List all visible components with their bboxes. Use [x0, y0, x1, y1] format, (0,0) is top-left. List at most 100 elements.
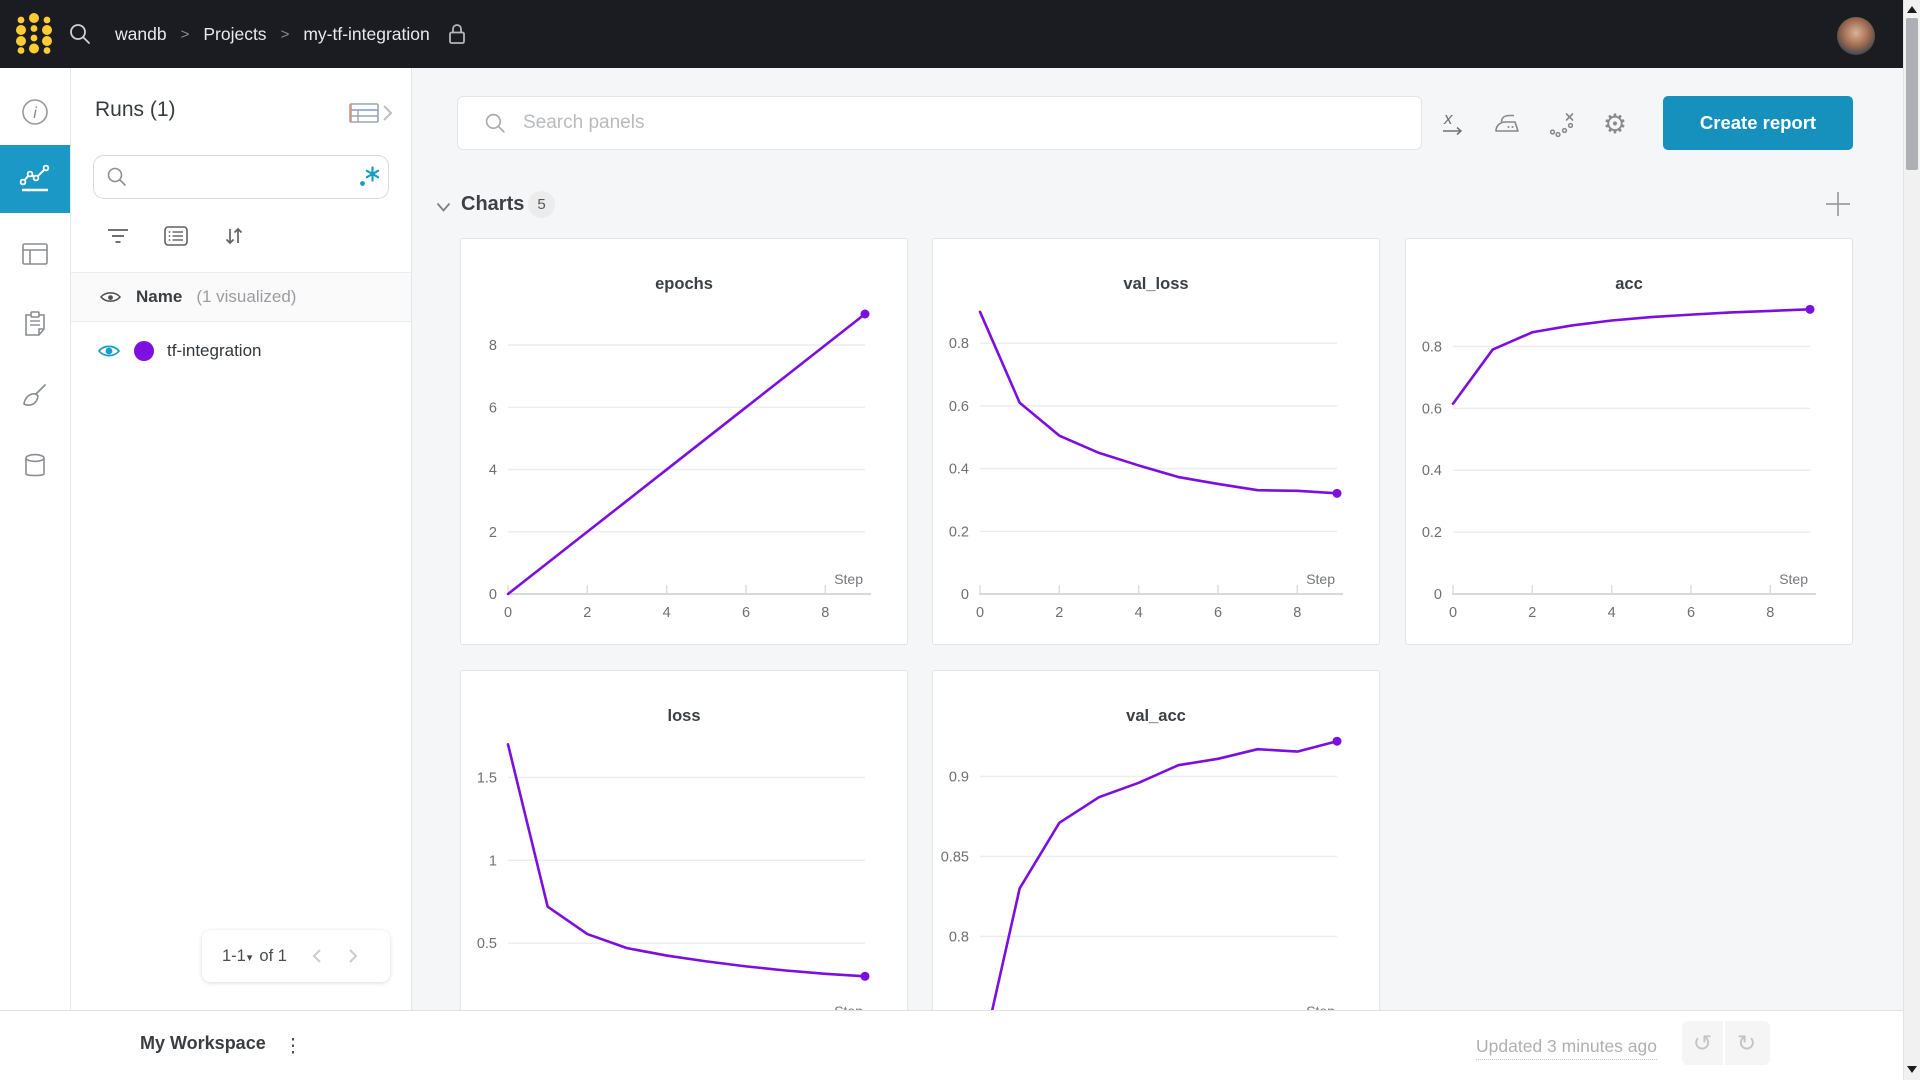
create-report-button[interactable]: Create report: [1663, 96, 1853, 150]
svg-text:1.5: 1.5: [477, 770, 497, 786]
chart-panel-acc[interactable]: 0 0.2 0.4 0.6 0.8 0 2 4 6 8 Step acc: [1405, 238, 1853, 645]
user-avatar[interactable]: [1837, 17, 1875, 55]
svg-text:Step: Step: [834, 1003, 863, 1010]
outliers-button[interactable]: [1546, 109, 1576, 139]
svg-text:0.6: 0.6: [1422, 401, 1442, 417]
scroll-down-arrow[interactable]: [1907, 1066, 1917, 1073]
settings-button[interactable]: ⚙: [1600, 109, 1630, 139]
svg-text:0: 0: [489, 587, 497, 603]
chart-title: epochs: [655, 275, 713, 293]
visualized-count: (1 visualized): [196, 287, 297, 306]
charts-count-badge: 5: [528, 191, 555, 218]
page-size-caret-icon[interactable]: ▾: [246, 952, 253, 964]
breadcrumb-entity[interactable]: wandb: [115, 23, 167, 44]
svg-text:6: 6: [1687, 605, 1695, 621]
svg-text:0.8: 0.8: [949, 336, 969, 352]
chart-title: val_loss: [1123, 275, 1189, 293]
svg-text:8: 8: [489, 338, 497, 354]
svg-text:0.8: 0.8: [1422, 339, 1442, 355]
run-name[interactable]: tf-integration: [167, 341, 262, 360]
iron-icon: [1495, 114, 1519, 132]
chart-panel-loss[interactable]: 0.511.502468Step loss: [460, 670, 908, 1010]
svg-text:2: 2: [1055, 605, 1063, 621]
line-chart-icon: [19, 164, 50, 192]
svg-text:0.85: 0.85: [941, 849, 969, 865]
breadcrumb-projects[interactable]: Projects: [203, 23, 267, 44]
table-icon: [22, 243, 48, 265]
sidebar-item-table[interactable]: [0, 234, 70, 274]
workspace-menu-button[interactable]: ⋮: [283, 1035, 303, 1057]
prev-page-button[interactable]: [309, 947, 325, 965]
redo-button[interactable]: ↻: [1736, 1029, 1757, 1056]
svg-text:Step: Step: [1306, 571, 1335, 587]
add-panel-button[interactable]: [1824, 190, 1852, 218]
smoothing-button[interactable]: [1492, 109, 1522, 139]
group-button[interactable]: [163, 223, 189, 249]
line-chart: 0.511.502468Step: [477, 743, 870, 1010]
charts-section-title[interactable]: Charts: [461, 193, 525, 215]
runs-pagination: 1-1 ▾ of 1: [202, 930, 390, 982]
runs-search-input[interactable]: [128, 156, 352, 198]
breadcrumb-project-name[interactable]: my-tf-integration: [303, 23, 430, 44]
svg-text:8: 8: [1766, 605, 1774, 621]
panel-search-input[interactable]: [507, 97, 1421, 149]
breadcrumb: wandb > Projects > my-tf-integration: [115, 0, 468, 68]
next-page-button[interactable]: [345, 947, 361, 965]
chart-panel-val-acc[interactable]: 0.80.850.902468Step val_acc: [932, 670, 1380, 1010]
updated-timestamp: Updated 3 minutes ago: [1476, 1036, 1657, 1060]
broom-icon: [23, 384, 46, 406]
chart-panel-epochs[interactable]: 0 2 4 6 8 0 2 4 6 8 Step epochs: [460, 238, 908, 645]
sidebar-item-overview[interactable]: i: [0, 92, 70, 132]
sort-button[interactable]: [221, 223, 247, 249]
chart-title: val_acc: [1126, 707, 1186, 725]
undo-button[interactable]: ↺: [1682, 1021, 1725, 1065]
top-navbar: wandb > Projects > my-tf-integration: [0, 0, 1903, 68]
gear-icon: ⚙: [1602, 108, 1628, 139]
sidebar-item-workspace[interactable]: [0, 145, 70, 213]
breadcrumb-separator: >: [180, 25, 190, 43]
svg-text:0: 0: [976, 605, 984, 621]
filter-button[interactable]: [105, 223, 131, 249]
svg-text:6: 6: [489, 400, 497, 416]
svg-text:0.4: 0.4: [949, 462, 969, 478]
scrollbar-thumb[interactable]: [1906, 18, 1918, 170]
clipboard-icon: [25, 311, 45, 336]
svg-text:0.8: 0.8: [949, 929, 969, 945]
sidebar-item-sweeps[interactable]: [0, 376, 70, 416]
workspace-footer: My Workspace ⋮ Updated 3 minutes ago ↺ ↻: [0, 1010, 1903, 1080]
svg-text:8: 8: [821, 605, 829, 621]
svg-text:4: 4: [1608, 605, 1616, 621]
filter-icon: [108, 229, 128, 243]
runs-name-column-header[interactable]: Name (1 visualized): [71, 272, 411, 322]
svg-text:0: 0: [1434, 587, 1442, 603]
x-axis-settings-button[interactable]: x: [1438, 109, 1468, 139]
svg-text:6: 6: [1214, 605, 1222, 621]
svg-text:0.2: 0.2: [949, 524, 969, 540]
sidebar-item-artifacts[interactable]: [0, 446, 70, 486]
svg-text:0.2: 0.2: [1422, 525, 1442, 541]
search-icon[interactable]: [68, 22, 92, 46]
line-chart: 0 0.2 0.4 0.6 0.8 0 2 4 6 8 Step: [949, 310, 1343, 621]
chart-panel-val-loss[interactable]: 0 0.2 0.4 0.6 0.8 0 2 4 6 8 Step val_loss: [932, 238, 1380, 645]
run-visibility-eye-icon[interactable]: [97, 342, 121, 360]
name-column-label: Name: [136, 287, 183, 306]
list-icon: [164, 226, 188, 246]
svg-text:0.5: 0.5: [477, 936, 497, 952]
run-color-dot: [134, 341, 154, 361]
sidebar-item-reports[interactable]: [0, 304, 70, 344]
run-row: tf-integration: [71, 322, 411, 380]
scroll-up-arrow[interactable]: [1907, 6, 1917, 13]
svg-text:0: 0: [1449, 605, 1457, 621]
regex-toggle[interactable]: [352, 160, 386, 194]
breadcrumb-separator: >: [280, 25, 290, 43]
svg-text:0.9: 0.9: [949, 769, 969, 785]
wandb-logo-icon[interactable]: [14, 12, 54, 56]
svg-text:4: 4: [663, 605, 671, 621]
runs-search-box: [93, 155, 389, 199]
charts-section-header: Charts 5: [412, 190, 1903, 224]
left-nav-rail: i: [0, 68, 71, 1010]
chevron-down-icon[interactable]: [436, 201, 451, 213]
chart-title: acc: [1615, 275, 1643, 293]
expand-run-table-button[interactable]: [348, 101, 394, 125]
page-scrollbar[interactable]: [1903, 0, 1920, 1080]
